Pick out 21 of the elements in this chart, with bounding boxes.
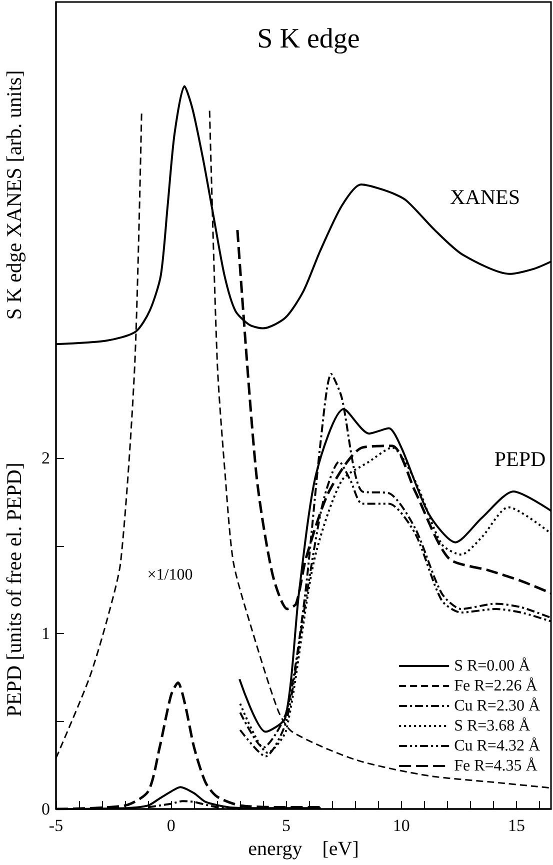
legend-label: S R=3.68 Å — [454, 716, 531, 734]
y-tick-label: 1 — [42, 624, 50, 644]
annotation: XANES — [450, 185, 520, 209]
annotation: ×1/100 — [147, 566, 193, 584]
text: S K edge — [257, 24, 360, 54]
legend-label: S R=0.00 Å — [454, 656, 531, 674]
x-axis-title: energy [eV] — [248, 838, 359, 860]
x-tick-label: 10 — [392, 816, 410, 835]
x-tick-label: 15 — [508, 816, 525, 835]
y-tick-label: 2 — [42, 448, 50, 468]
legend-label: Fe R=4.35 Å — [454, 756, 538, 774]
x-tick-label: 0 — [166, 816, 176, 835]
x-tick-label: 5 — [282, 816, 290, 835]
y-tick-label: 0 — [42, 800, 50, 818]
text: S K edge XANES [arb. units] — [2, 70, 26, 320]
y-axis-title: PEPD [units of free el. PEPD] — [2, 462, 26, 717]
annotation: PEPD — [494, 447, 546, 471]
x-tick-label: -5 — [48, 816, 64, 835]
legend-label: Fe R=2.26 Å — [454, 676, 538, 694]
legend-label: Cu R=2.30 Å — [454, 696, 540, 714]
legend-label: Cu R=4.32 Å — [454, 736, 540, 754]
